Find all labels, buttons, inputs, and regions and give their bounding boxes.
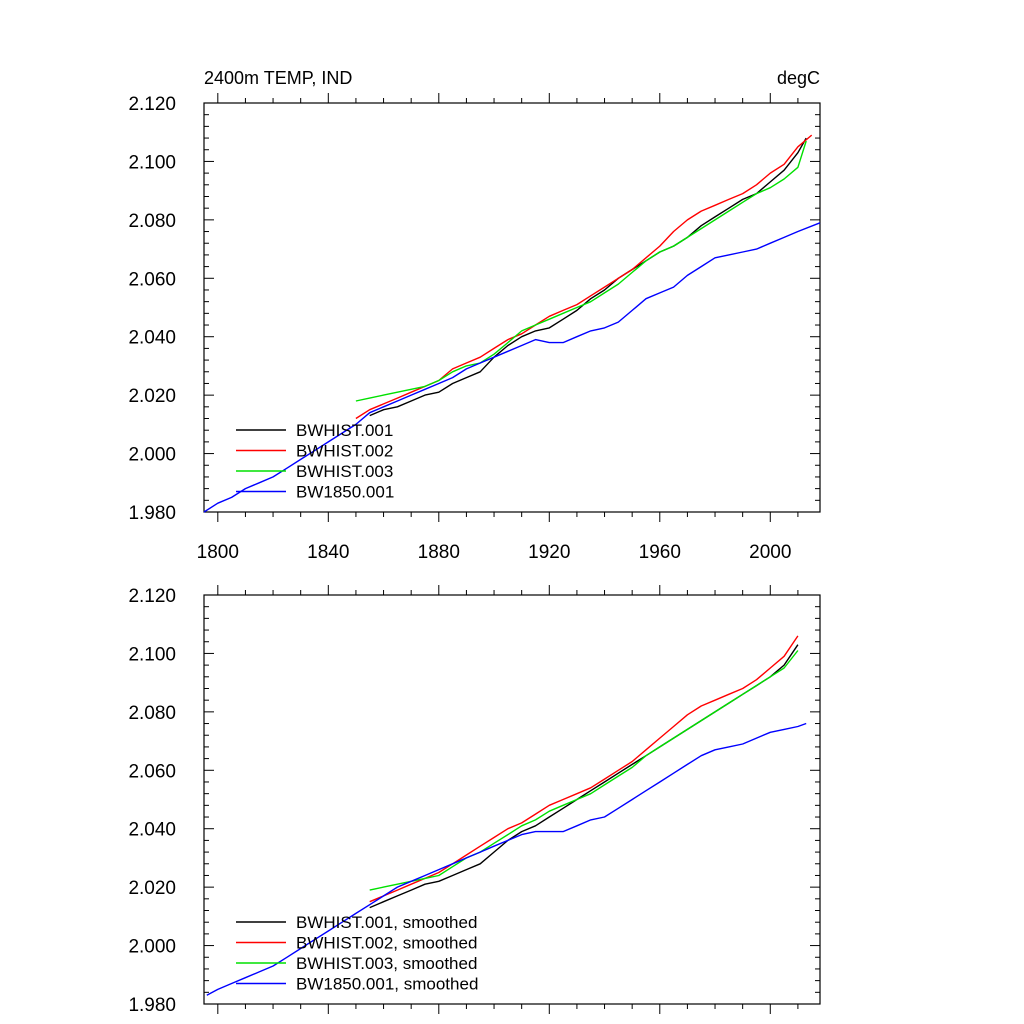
y-tick-label: 2.020: [128, 386, 176, 407]
series-line: [369, 650, 799, 891]
y-tick-label: 1.980: [128, 995, 176, 1016]
x-tick-label: 2000: [749, 542, 791, 563]
legend-label: BWHIST.002: [296, 442, 393, 461]
legend-label: BWHIST.002, smoothed: [296, 934, 477, 953]
series-line: [369, 644, 799, 909]
legend-label: BWHIST.003: [296, 462, 393, 481]
top-panel: 2400m TEMP, IND degC 1.980 2.000 2.020 2.04…: [128, 68, 821, 563]
y-tick-label: 2.060: [128, 761, 176, 782]
units-label: degC: [777, 68, 820, 88]
series-line: [203, 222, 821, 513]
series-line: [355, 140, 807, 402]
x-tick-label: 1840: [307, 542, 349, 563]
y-tick-label: 2.120: [128, 94, 176, 115]
series-line: [355, 134, 813, 420]
x-tick-label: 1960: [639, 542, 681, 563]
y-tick-label: 2.100: [128, 644, 176, 665]
series-line: [369, 635, 799, 903]
y-tick-label: 2.080: [128, 703, 176, 724]
legend-label: BWHIST.003, smoothed: [296, 954, 477, 973]
legend-label: BWHIST.001: [296, 421, 393, 440]
y-tick-label: 2.040: [128, 328, 176, 349]
plot-frame: [203, 594, 821, 1005]
y-tick-label: 2.000: [128, 937, 176, 958]
y-tick-label: 2.040: [128, 820, 176, 841]
bottom-panel: 1.980 2.000 2.020 2.040 2.060 2.080 2.100 2.120…: [128, 585, 821, 1016]
y-tick-label: 2.060: [128, 269, 176, 290]
x-tick-label: 1800: [197, 542, 239, 563]
x-tick-label: 1880: [418, 542, 460, 563]
y-tick-label: 2.000: [128, 445, 176, 466]
panel-title: 2400m TEMP, IND: [204, 68, 352, 88]
y-tick-label: 2.080: [128, 211, 176, 232]
plot-frame: [203, 102, 821, 513]
series-line: [206, 722, 807, 996]
x-tick-label: 1920: [528, 542, 570, 563]
y-tick-label: 1.980: [128, 503, 176, 524]
legend-label: BW1850.001, smoothed: [296, 975, 478, 994]
y-tick-label: 2.100: [128, 152, 176, 173]
y-tick-label: 2.020: [128, 878, 176, 899]
series-line: [369, 137, 807, 417]
legend-label: BW1850.001: [296, 483, 394, 502]
y-tick-label: 2.120: [128, 586, 176, 607]
legend-label: BWHIST.001, smoothed: [296, 913, 477, 932]
